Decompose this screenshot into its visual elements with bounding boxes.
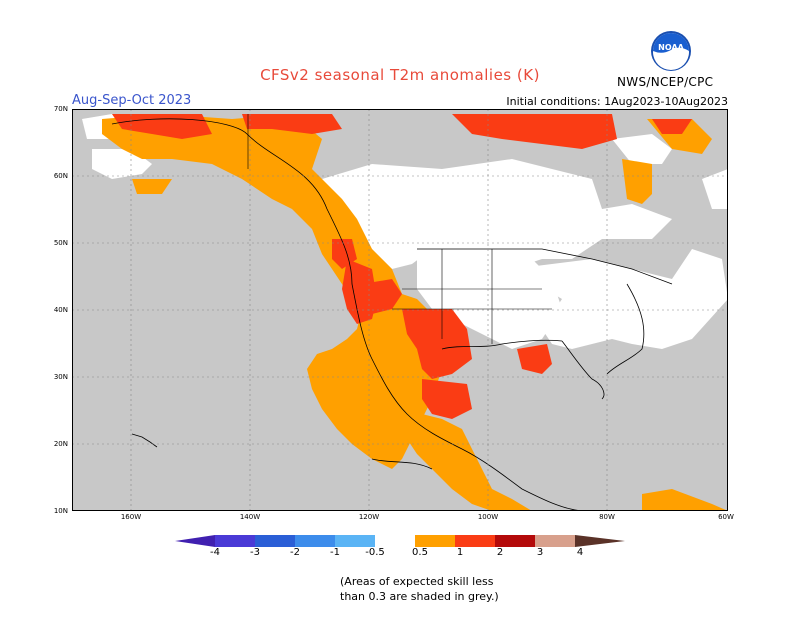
- colorbar-label: -4: [210, 547, 220, 558]
- lat-label-60n: 60N: [53, 172, 68, 180]
- colorbar-label: 0.5: [412, 547, 428, 558]
- lat-label-30n: 30N: [53, 373, 68, 381]
- skill-note-line: (Areas of expected skill less: [340, 575, 494, 588]
- lat-label-50n: 50N: [53, 239, 68, 247]
- colorbar-bin-1: [215, 535, 255, 547]
- colorbar-label: 3: [536, 547, 544, 558]
- colorbar-label: -2: [290, 547, 300, 558]
- colorbar-bin-3: [295, 535, 335, 547]
- colorbar-label: -0.5: [365, 547, 385, 558]
- state-borders: [247, 114, 552, 344]
- colorbar-bin-8: [495, 535, 535, 547]
- lat-label-10n: 10N: [53, 507, 68, 515]
- noaa-logo-icon: NOAA: [651, 31, 691, 71]
- colorbar-arrow-low: [175, 535, 215, 547]
- lon-label-140w: 140W: [239, 513, 261, 521]
- colorbar-label: 1: [456, 547, 464, 558]
- neutral-regions: [82, 114, 728, 349]
- colorbar-bin-5: [375, 535, 415, 547]
- colorbar-bin-4: [335, 535, 375, 547]
- initial-conditions: Initial conditions: 1Aug2023-10Aug2023: [506, 95, 728, 108]
- colorbar-label: -1: [330, 547, 340, 558]
- forecast-period: Aug-Sep-Oct 2023: [72, 93, 192, 108]
- lon-label-160w: 160W: [120, 513, 142, 521]
- colorbar-label: 4: [576, 547, 584, 558]
- colorbar-bin-6: [415, 535, 455, 547]
- lon-label-60w: 60W: [718, 513, 734, 521]
- lon-label-120w: 120W: [358, 513, 380, 521]
- lat-label-40n: 40N: [53, 306, 68, 314]
- coastlines: [111, 118, 673, 511]
- skill-note: (Areas of expected skill less than 0.3 a…: [340, 574, 499, 604]
- agency-label: NWS/NCEP/CPC: [617, 75, 714, 89]
- lon-label-80w: 80W: [599, 513, 615, 521]
- skill-note-line: than 0.3 are shaded in grey.): [340, 590, 499, 603]
- colorbar: [175, 535, 625, 547]
- lat-label-70n: 70N: [53, 105, 68, 113]
- map-frame: [72, 109, 728, 511]
- colorbar-arrow-high: [575, 535, 625, 547]
- graticule: [72, 109, 728, 511]
- colorbar-label: 2: [496, 547, 504, 558]
- lat-label-20n: 20N: [53, 440, 68, 448]
- noaa-logo-text: NOAA: [658, 43, 684, 52]
- colorbar-bin-2: [255, 535, 295, 547]
- lon-label-100w: 100W: [477, 513, 499, 521]
- colorbar-bin-9: [535, 535, 575, 547]
- anomaly-map: [72, 109, 728, 511]
- colorbar-label: -3: [250, 547, 260, 558]
- colorbar-bin-7: [455, 535, 495, 547]
- map-title: CFSv2 seasonal T2m anomalies (K): [260, 66, 540, 84]
